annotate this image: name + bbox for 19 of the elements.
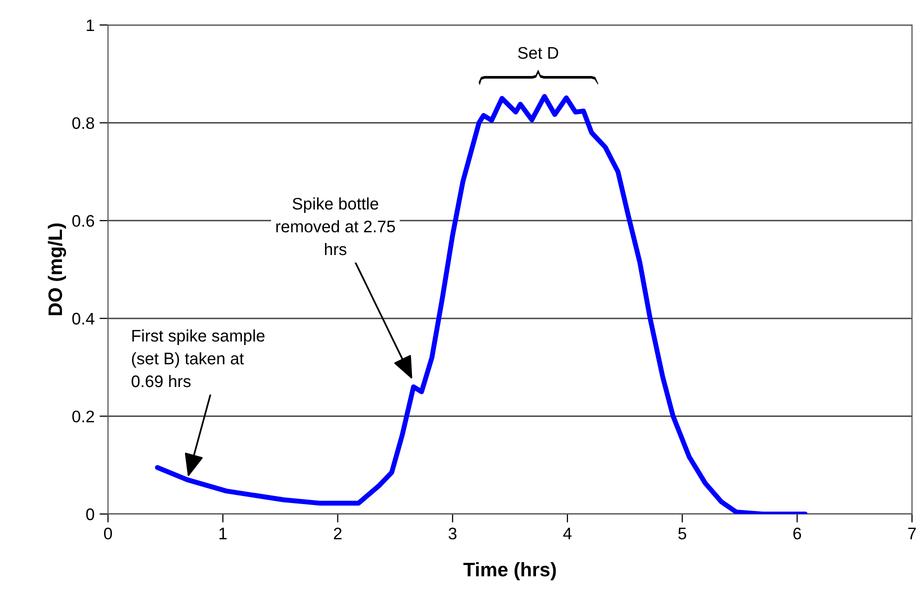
y-tick-label: 0.2 (72, 410, 94, 422)
y-tick-label: 0.4 (72, 312, 94, 325)
x-tick-label: 6 (793, 528, 802, 540)
x-tick-label: 2 (334, 528, 342, 540)
y-tick-label: 1 (86, 20, 94, 32)
y-tick-label: 0.6 (72, 215, 94, 227)
annotation: Spike bottle removed at 2.75 hrs (276, 197, 395, 256)
x-tick-label: 3 (448, 528, 456, 540)
x-tick-label: 7 (908, 528, 916, 540)
x-tick-label: 1 (219, 528, 227, 540)
y-tick-label: 0.8 (72, 117, 94, 130)
x-tick-label: 0 (104, 528, 112, 540)
y-axis-title: DO (mg/L) (48, 223, 66, 316)
annotation: Set D (518, 47, 558, 59)
y-tick-label: 0 (86, 508, 94, 520)
x-tick-label: 5 (678, 528, 686, 540)
annotation: First spike sample (set B) taken at 0.69 hrs (132, 329, 265, 388)
x-axis-title: Time (hrs) (463, 562, 556, 580)
x-tick-label: 4 (563, 528, 572, 540)
